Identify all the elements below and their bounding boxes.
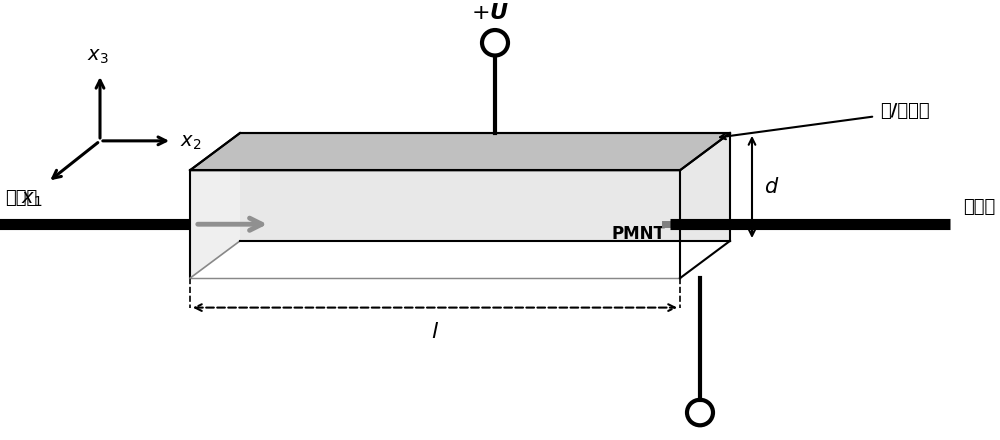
Polygon shape (190, 133, 240, 278)
Text: $x_1$: $x_1$ (21, 190, 42, 209)
Polygon shape (190, 133, 730, 170)
Text: $x_2$: $x_2$ (180, 133, 201, 152)
Text: 入射光: 入射光 (5, 189, 37, 206)
Text: $+\boldsymbol{U}$: $+\boldsymbol{U}$ (471, 3, 509, 23)
Text: PMNT: PMNT (611, 225, 665, 243)
Text: $l$: $l$ (431, 323, 439, 342)
Text: $x_3$: $x_3$ (87, 48, 109, 66)
Text: 出射光: 出射光 (963, 198, 995, 216)
Text: 钓/金电极: 钓/金电极 (880, 103, 930, 121)
Polygon shape (190, 133, 730, 170)
Polygon shape (240, 133, 730, 241)
Text: $d$: $d$ (764, 177, 779, 197)
